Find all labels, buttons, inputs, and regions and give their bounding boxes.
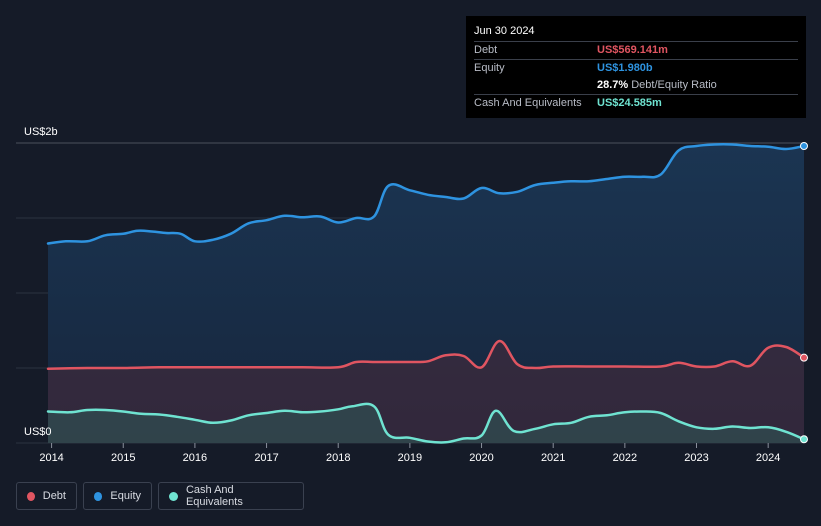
x-tick-label-2024: 2024	[756, 452, 780, 464]
tooltip-cash-row: Cash And Equivalents US$24.585m	[474, 94, 798, 112]
tooltip-debt-label: Debt	[474, 44, 498, 56]
x-tick-label-2015: 2015	[111, 452, 135, 464]
tooltip-equity-row: Equity US$1.980b	[474, 59, 798, 77]
x-tick-label-2023: 2023	[684, 452, 708, 464]
tooltip-ratio-label: Debt/Equity Ratio	[631, 79, 717, 91]
x-tick-label-2019: 2019	[398, 452, 422, 464]
legend-item-debt[interactable]: Debt	[16, 482, 77, 510]
legend-debt-dot-icon	[27, 491, 35, 501]
legend-cash-label: Cash And Equivalents	[185, 484, 243, 508]
debt-line	[46, 339, 806, 371]
y-axis-top-label: US$2b	[24, 126, 58, 138]
legend-item-equity[interactable]: Equity	[83, 482, 152, 510]
cash-and-equivalents-line	[46, 402, 806, 444]
legend-equity-dot-icon	[94, 491, 103, 501]
x-tick-label-2020: 2020	[469, 452, 493, 464]
cash-and-equivalents-area	[48, 403, 804, 443]
tooltip-equity-value: US$1.980b	[597, 62, 653, 74]
legend-equity-label: Equity	[110, 490, 141, 502]
series-areas	[48, 144, 804, 443]
legend-cash-dot-icon	[169, 491, 178, 501]
x-tick-label-2016: 2016	[183, 452, 207, 464]
tooltip-equity-label: Equity	[474, 62, 505, 74]
debt-end-point[interactable]	[800, 353, 808, 362]
legend-debt-label: Debt	[42, 490, 66, 502]
equity-end-point[interactable]	[800, 142, 808, 150]
tooltip-panel: Jun 30 2024 Debt US$569.141m Equity US$1…	[466, 16, 806, 118]
tooltip-date: Jun 30 2024	[474, 25, 535, 37]
tooltip-cash-value: US$24.585m	[597, 97, 662, 109]
legend-item-cash[interactable]: Cash And Equivalents	[158, 482, 304, 510]
tooltip-ratio-value: 28.7%	[597, 79, 629, 91]
x-axis-ticks: 2014 2015 2016 2017 2018 2019 2020 2021 2022 2023…	[39, 443, 780, 464]
x-tick-label-2018: 2018	[326, 452, 350, 464]
x-tick-label-2022: 2022	[613, 452, 637, 464]
series-lines	[46, 142, 808, 444]
x-tick-label-2017: 2017	[254, 452, 278, 464]
cash-and-equivalents-end-point[interactable]	[800, 435, 808, 444]
tooltip-debt-row: Debt US$569.141m	[474, 41, 798, 59]
tooltip-debt-value: US$569.141m	[597, 44, 668, 56]
equity-line	[46, 143, 806, 245]
x-tick-label-2021: 2021	[541, 452, 565, 464]
tooltip-ratio-row: 28.7% Debt/Equity Ratio	[474, 77, 798, 94]
tooltip-cash-label: Cash And Equivalents	[474, 97, 582, 109]
x-tick-label-2014: 2014	[39, 452, 63, 464]
y-axis-bottom-label: US$0	[24, 426, 52, 438]
